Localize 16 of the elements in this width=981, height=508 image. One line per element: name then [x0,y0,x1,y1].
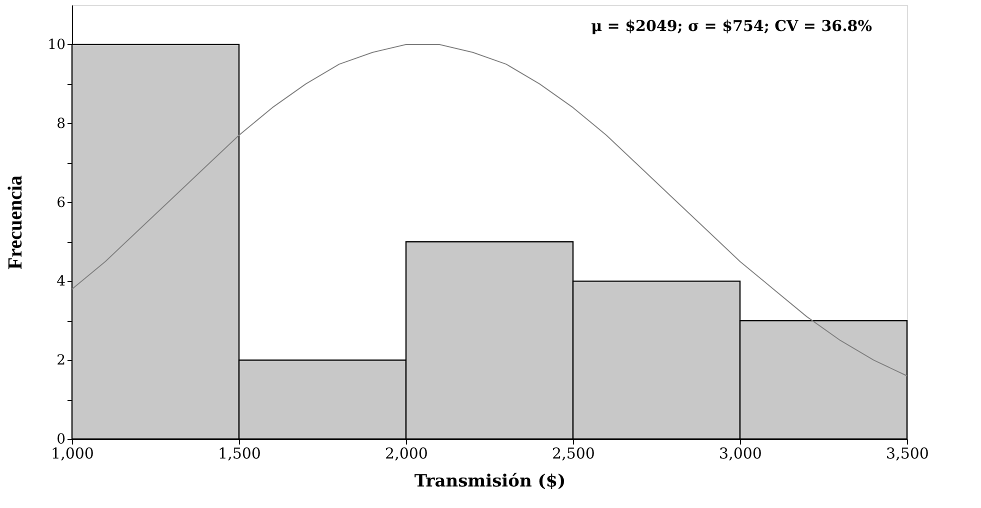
y-tick-label: 6 [56,194,66,211]
x-tick-label: 1,500 [218,444,261,462]
x-tick-label: 1,000 [51,444,94,462]
x-tick-label: 2,000 [385,444,428,462]
y-tick-label: 0 [56,432,66,448]
x-axis-title: Transmisión ($) [414,472,566,492]
y-tick-label: 4 [56,274,66,290]
x-tick-label: 3,500 [886,444,929,462]
y-tick-label: 2 [56,352,66,369]
annotation: μ = $2049; σ = $754; CV = 36.8% [591,17,872,35]
x-tick-label: 2,500 [552,444,595,462]
x-tick-label: 3,000 [719,444,762,462]
y-tick-label: 8 [56,116,66,132]
line-series [72,44,908,376]
y-axis-title: Frecuencia [4,175,27,270]
y-tick-label: 10 [48,36,66,53]
